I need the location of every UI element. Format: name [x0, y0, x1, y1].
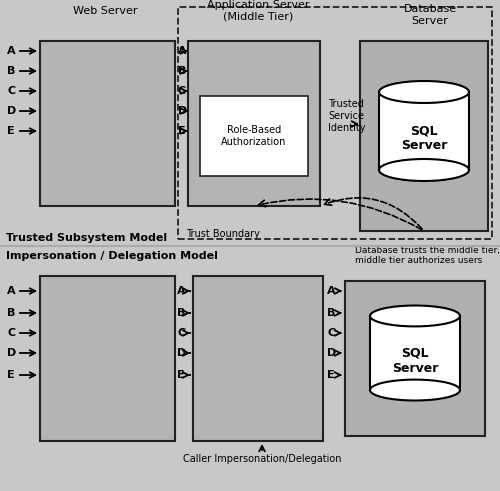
- Ellipse shape: [379, 81, 469, 103]
- Text: E: E: [327, 370, 334, 380]
- Text: Impersonation / Delegation Model: Impersonation / Delegation Model: [6, 251, 218, 261]
- Text: D: D: [7, 348, 16, 358]
- Bar: [345, 281, 485, 436]
- Text: C: C: [327, 328, 335, 338]
- FancyArrowPatch shape: [258, 199, 422, 230]
- Text: E: E: [7, 370, 14, 380]
- Bar: [370, 316, 460, 390]
- Bar: [360, 41, 488, 231]
- Bar: [379, 92, 469, 170]
- Text: SQL
Server: SQL Server: [392, 347, 438, 375]
- Ellipse shape: [370, 305, 460, 327]
- Text: D: D: [327, 348, 336, 358]
- Ellipse shape: [370, 380, 460, 401]
- Text: Trusted
Service
Identity: Trusted Service Identity: [328, 99, 366, 133]
- Text: C: C: [7, 328, 15, 338]
- Bar: [40, 276, 175, 441]
- Text: Database
Server: Database Server: [404, 4, 456, 26]
- Bar: [0, 0, 500, 246]
- FancyArrowPatch shape: [324, 198, 422, 229]
- Text: C: C: [7, 86, 15, 96]
- Bar: [0, 246, 500, 491]
- Text: B: B: [178, 66, 186, 76]
- Bar: [178, 7, 492, 239]
- Text: D: D: [7, 106, 16, 116]
- Text: E: E: [178, 126, 186, 136]
- Text: A: A: [7, 286, 16, 296]
- Text: Application Server
(Middle Tier): Application Server (Middle Tier): [207, 0, 309, 22]
- Bar: [40, 41, 175, 206]
- Text: C: C: [178, 86, 186, 96]
- Text: D: D: [177, 348, 186, 358]
- Text: E: E: [7, 126, 14, 136]
- Text: B: B: [177, 308, 186, 318]
- Text: Trusted Subsystem Model: Trusted Subsystem Model: [6, 233, 167, 243]
- Text: A: A: [327, 286, 336, 296]
- Text: D: D: [178, 106, 187, 116]
- Text: SQL
Server: SQL Server: [401, 124, 447, 152]
- Text: A: A: [7, 46, 16, 56]
- Text: Web Server: Web Server: [73, 6, 137, 16]
- Text: Role-Based
Authorization: Role-Based Authorization: [222, 125, 286, 147]
- Bar: [193, 276, 323, 441]
- Bar: [188, 41, 320, 206]
- Text: Database trusts the middle tier,
middle tier authorizes users: Database trusts the middle tier, middle …: [355, 246, 500, 266]
- Text: Trust Boundary: Trust Boundary: [186, 229, 260, 239]
- Text: A: A: [177, 286, 186, 296]
- Text: B: B: [327, 308, 336, 318]
- Text: A: A: [178, 46, 186, 56]
- Bar: [200, 96, 308, 176]
- Text: E: E: [177, 370, 184, 380]
- Text: B: B: [7, 66, 16, 76]
- Text: Caller Impersonation/Delegation: Caller Impersonation/Delegation: [183, 454, 341, 464]
- Ellipse shape: [379, 159, 469, 181]
- Text: C: C: [177, 328, 185, 338]
- Text: B: B: [7, 308, 16, 318]
